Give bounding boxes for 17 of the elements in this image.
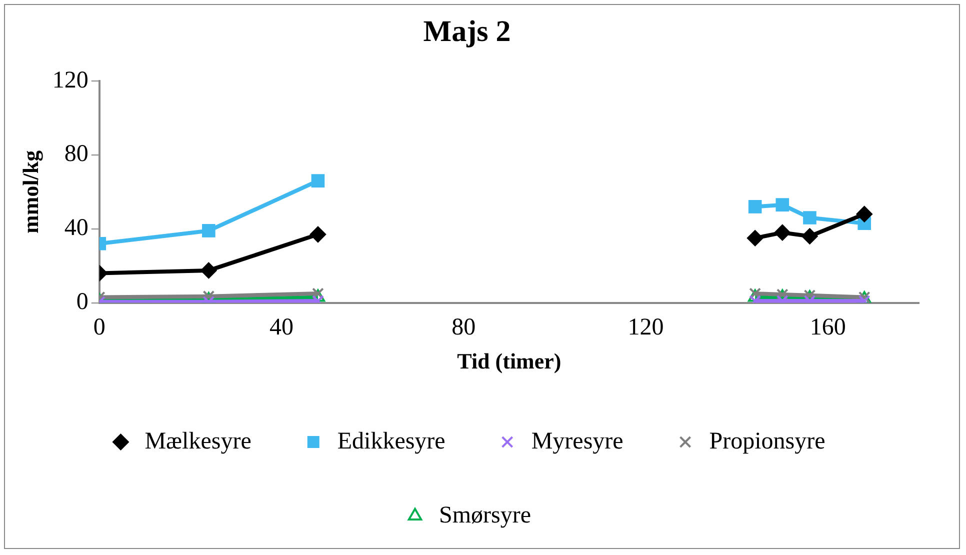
x-tick-label: 80 bbox=[452, 314, 476, 340]
x-tick-label: 120 bbox=[628, 314, 664, 340]
legend-label: Smørsyre bbox=[439, 502, 532, 528]
legend-label: Mælkesyre bbox=[144, 428, 252, 454]
y-tick-label: 40 bbox=[64, 215, 88, 242]
legend-label: Myresyre bbox=[531, 428, 624, 454]
x-axis-title: Tid (timer) bbox=[457, 348, 562, 374]
y-tick-label: 80 bbox=[64, 141, 88, 168]
legend-label: Propionsyre bbox=[709, 428, 826, 454]
x-tick-label: 160 bbox=[810, 314, 846, 340]
chart-title: Majs 2 bbox=[423, 14, 511, 48]
legend-label: Edikkesyre bbox=[337, 428, 446, 454]
x-tick-label: 40 bbox=[270, 314, 294, 340]
x-tick-label: 0 bbox=[93, 314, 106, 340]
y-axis-title: mmol/kg bbox=[18, 150, 43, 234]
y-tick-label: 0 bbox=[76, 289, 88, 316]
y-tick-label: 120 bbox=[52, 67, 88, 94]
